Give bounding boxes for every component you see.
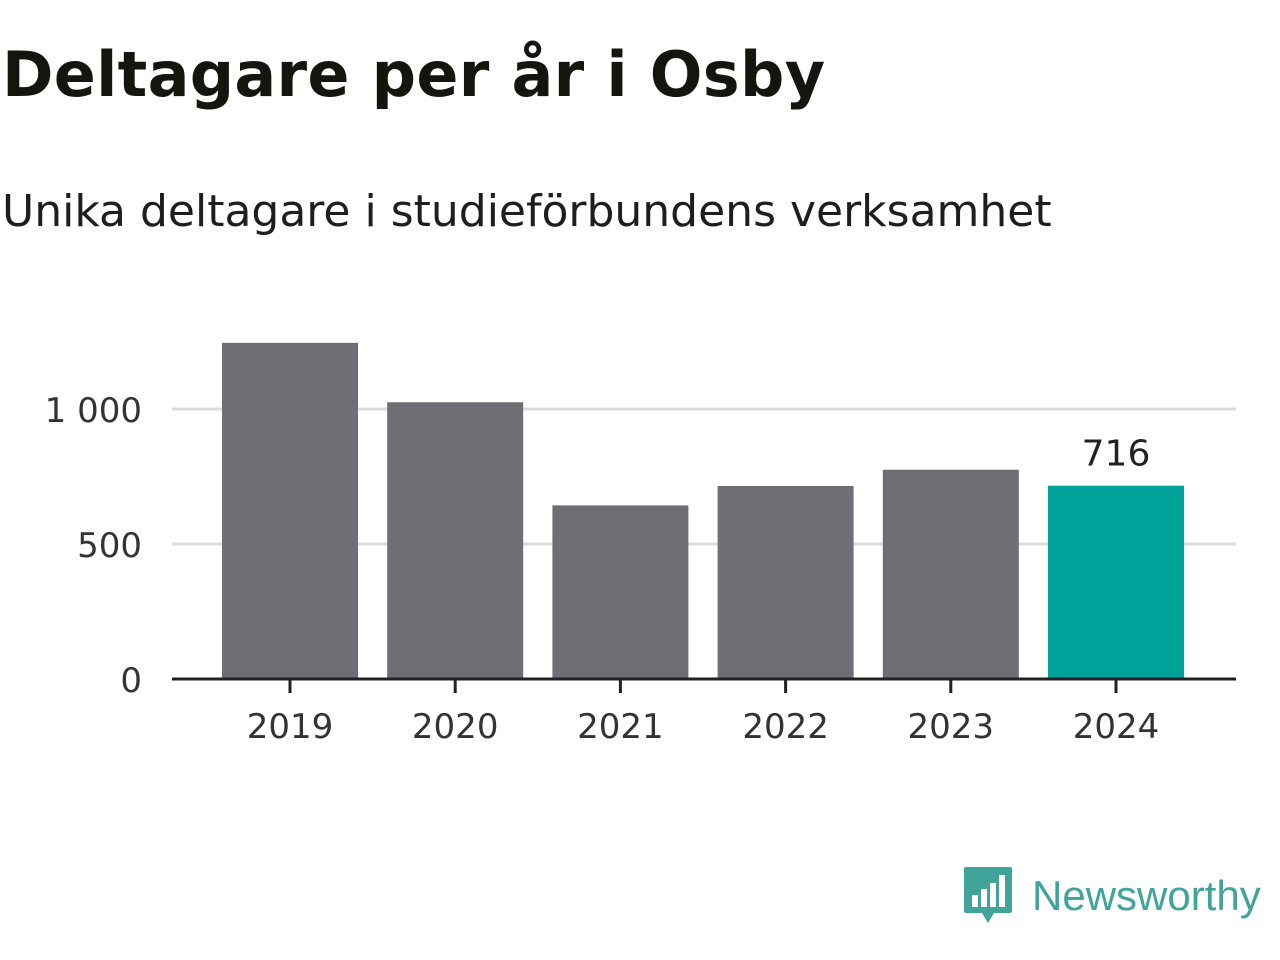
y-tick-label: 500 — [77, 526, 142, 566]
data-label: 716 — [1082, 434, 1151, 475]
x-tick-label: 2021 — [577, 707, 664, 747]
bar — [222, 342, 358, 679]
x-tick-label: 2024 — [1073, 707, 1160, 747]
brand-name: Newsworthy — [1032, 872, 1261, 919]
x-tick-label: 2020 — [412, 707, 499, 747]
bar — [882, 469, 1019, 679]
bar — [387, 402, 524, 679]
chart-title: Deltagare per år i Osby — [2, 38, 826, 111]
x-tick-label: 2023 — [908, 707, 995, 747]
bar — [717, 485, 854, 679]
brand-logo: Newsworthy — [962, 864, 1261, 928]
x-tick-label: 2019 — [247, 707, 334, 747]
y-tick-label: 0 — [120, 661, 142, 701]
bar — [552, 505, 689, 679]
chart-subtitle: Unika deltagare i studieförbundens verks… — [2, 186, 1052, 237]
bar — [1048, 485, 1184, 679]
x-tick-label: 2022 — [742, 707, 829, 747]
y-tick-label: 1 000 — [45, 391, 142, 431]
bar-chart-speech-bubble-icon — [964, 867, 1012, 923]
